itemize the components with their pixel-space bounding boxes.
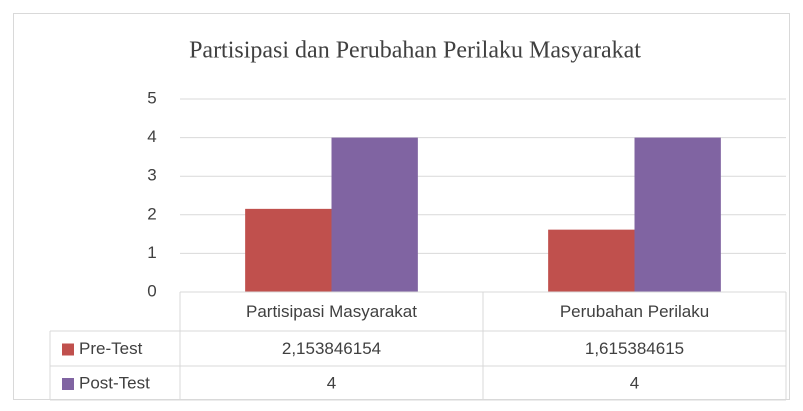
legend-swatch [62,378,74,390]
chart-title: Partisipasi dan Perubahan Perilaku Masya… [189,38,641,64]
legend-label: Post-Test [79,373,150,392]
bar [245,208,332,292]
legend-label: Pre-Test [79,339,143,358]
bar [634,137,721,292]
bar [331,137,418,292]
y-tick-label: 3 [147,166,156,185]
y-tick-label: 2 [147,204,156,223]
y-tick-label: 5 [147,88,156,107]
table-value: 2,153846154 [282,339,381,358]
bar [548,229,635,292]
y-tick-label: 1 [147,243,156,262]
legend-swatch [62,343,74,356]
x-tick-label: Partisipasi Masyarakat [246,302,417,321]
y-tick-label: 4 [147,127,156,146]
table-value: 1,615384615 [585,339,684,358]
x-tick-label: Perubahan Perilaku [560,302,709,321]
table-value: 4 [327,373,336,392]
table-value: 4 [630,373,639,392]
y-tick-label: 0 [147,281,156,300]
